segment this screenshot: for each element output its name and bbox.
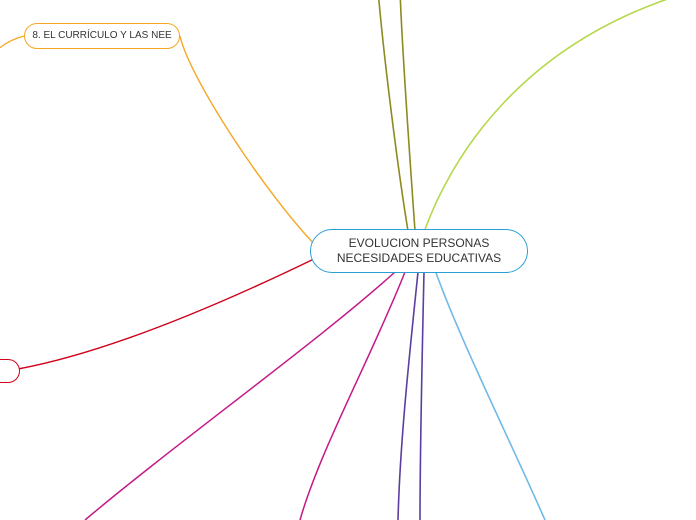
branch-line-purple2 <box>420 272 424 520</box>
branch-line-orange_left_tail <box>0 36 24 100</box>
branch-node-curriculo-nee-label: 8. EL CURRÍCULO Y LAS NEE <box>32 30 171 43</box>
central-topic-label: EVOLUCION PERSONAS NECESIDADES EDUCATIVA… <box>337 236 501 266</box>
branch-line-skyblue <box>435 270 545 520</box>
branch-line-lime <box>424 0 696 232</box>
branch-line-magenta1 <box>85 272 395 520</box>
branch-line-purple1 <box>398 272 418 520</box>
central-topic-node[interactable]: EVOLUCION PERSONAS NECESIDADES EDUCATIVA… <box>310 229 528 273</box>
branch-line-olive1 <box>378 0 408 231</box>
branch-line-orange <box>180 36 320 250</box>
branch-node-curriculo-nee[interactable]: 8. EL CURRÍCULO Y LAS NEE <box>24 23 180 49</box>
branch-line-red <box>18 258 316 369</box>
